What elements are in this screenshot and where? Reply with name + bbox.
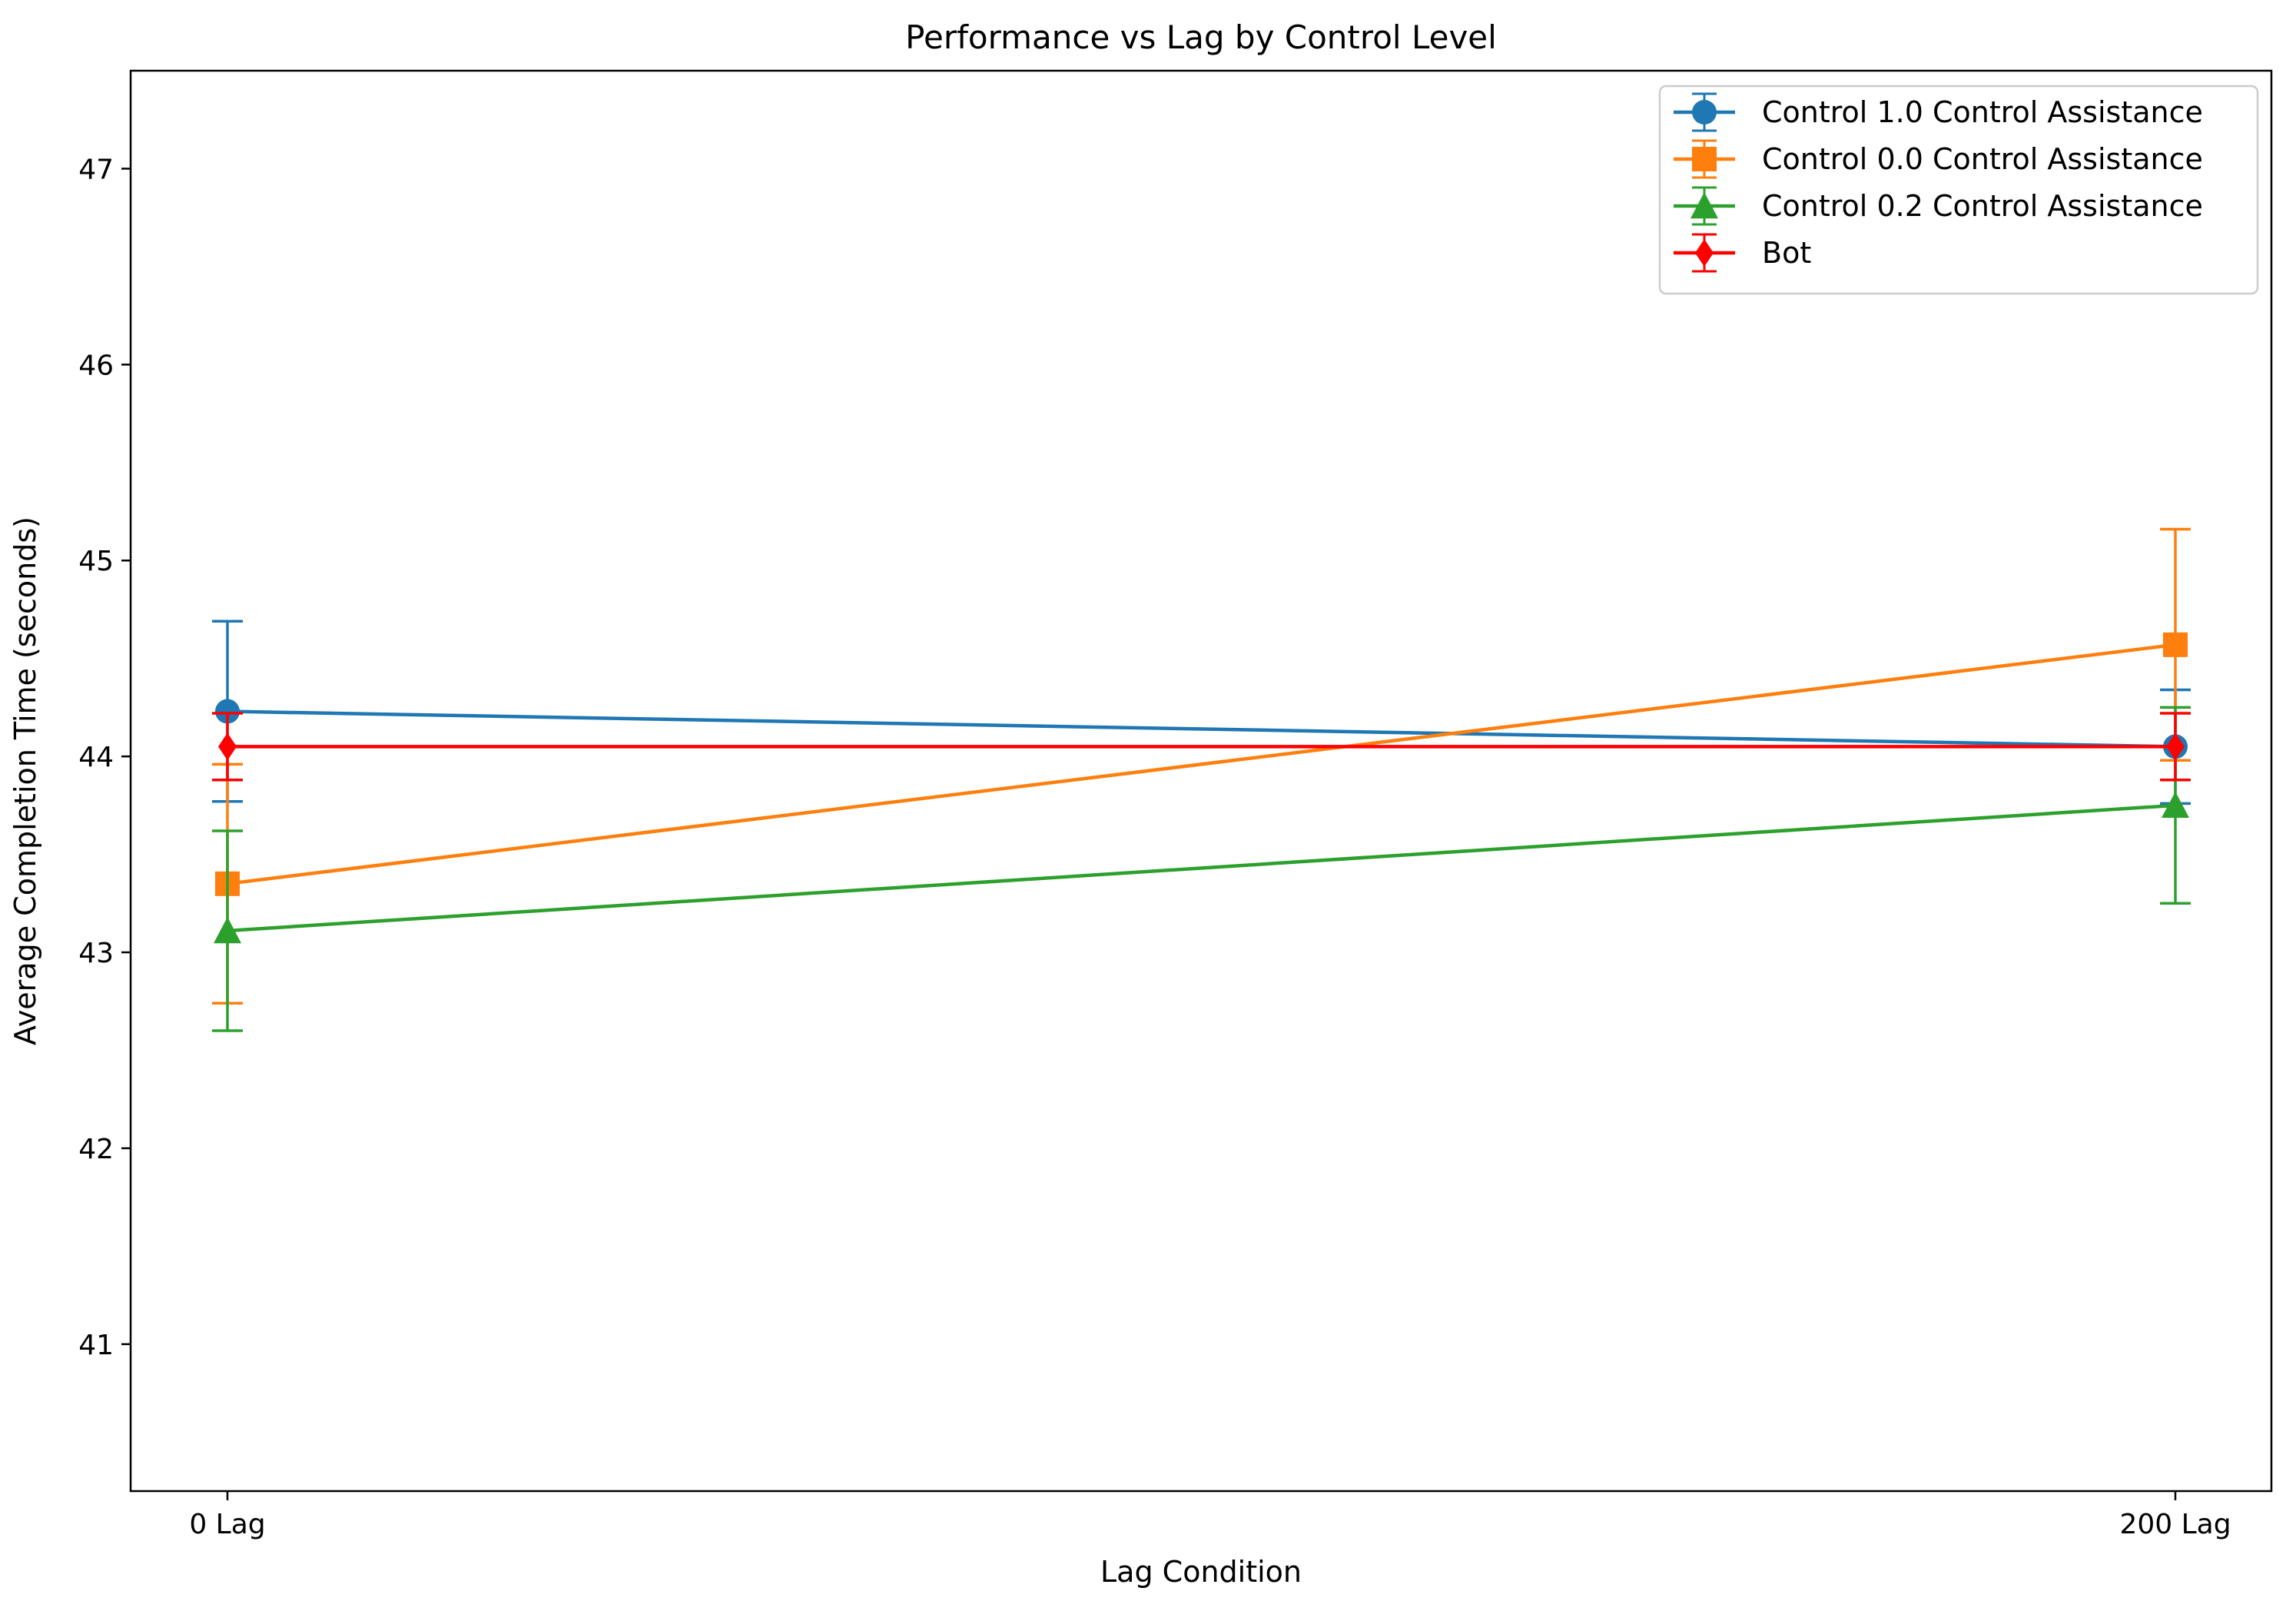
data-point xyxy=(215,699,240,724)
data-point xyxy=(2162,791,2189,819)
x-axis-label: Lag Condition xyxy=(1100,1555,1302,1589)
series-line xyxy=(227,643,2176,886)
series-0 xyxy=(212,619,2191,806)
legend-label: Control 0.2 Control Assistance xyxy=(1762,189,2203,223)
legend: Control 1.0 Control Assistance Control 0.… xyxy=(1658,85,2259,295)
legend-marker xyxy=(1690,192,1718,219)
axes: 41 42 43 44 45 46 47 0 Lag 200 Lag xyxy=(78,154,2231,1540)
plot-frame xyxy=(129,69,2273,1493)
legend-marker xyxy=(1692,100,1717,125)
series-3 xyxy=(212,712,2191,782)
y-tick-label: 41 xyxy=(78,1330,114,1361)
x-tick-label: 200 Lag xyxy=(2119,1509,2231,1540)
legend-marker xyxy=(1695,239,1714,267)
series-line xyxy=(227,803,2176,933)
y-tick-label: 45 xyxy=(78,546,114,577)
legend-label: Bot xyxy=(1762,236,1811,270)
y-tick-label: 42 xyxy=(78,1134,114,1165)
legend-label: Control 1.0 Control Assistance xyxy=(1762,95,2203,129)
y-tick-label: 46 xyxy=(78,350,114,381)
series-line xyxy=(227,709,2176,749)
chart-title: Performance vs Lag by Control Level xyxy=(905,18,1497,56)
legend-label: Control 0.0 Control Assistance xyxy=(1762,142,2203,176)
y-tick-label: 47 xyxy=(78,154,114,185)
legend-marker xyxy=(1692,147,1717,171)
y-axis-label: Average Completion Time (seconds) xyxy=(8,517,42,1045)
data-point xyxy=(214,916,241,944)
data-point xyxy=(2163,632,2188,657)
data-point xyxy=(218,732,237,761)
plot-area xyxy=(212,527,2191,1032)
y-tick-label: 43 xyxy=(78,938,114,969)
y-tick-label: 44 xyxy=(78,742,114,773)
x-tick-label: 0 Lag xyxy=(189,1509,265,1540)
legend-box xyxy=(1658,85,2259,295)
data-point xyxy=(2166,732,2185,761)
